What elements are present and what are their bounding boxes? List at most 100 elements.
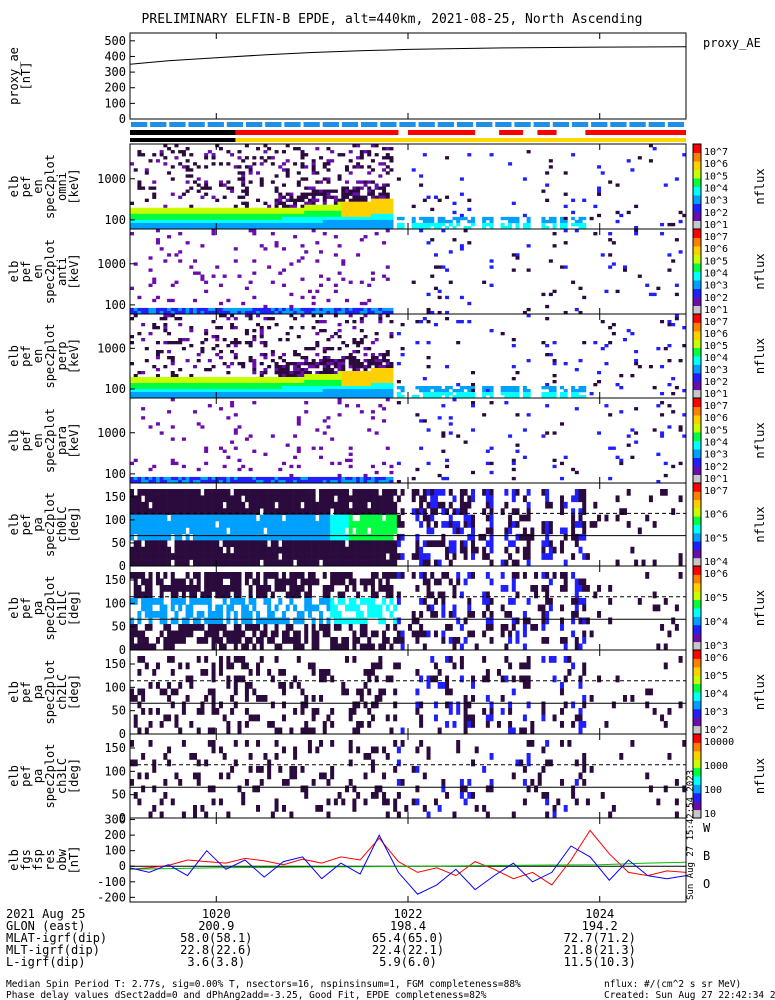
heatmap-cell	[241, 508, 246, 515]
heatmap-cell	[330, 395, 335, 398]
heatmap-cell	[319, 180, 324, 184]
heatmap-cell	[207, 404, 212, 408]
heatmap-cell	[296, 630, 301, 638]
heatmap-cell	[215, 546, 220, 554]
heatmap-cell	[374, 604, 379, 612]
heatmap-cell	[274, 219, 279, 224]
heatmap-cell	[226, 591, 231, 599]
colorbar-segment	[693, 263, 701, 272]
heatmap-cell	[189, 604, 194, 612]
heatmap-cell	[137, 527, 142, 535]
heatmap-cell	[445, 365, 450, 369]
heatmap-cell	[367, 428, 372, 432]
heatmap-cell	[222, 553, 227, 560]
heatmap-cell	[159, 533, 164, 541]
heatmap-cell	[504, 386, 509, 390]
heatmap-cell	[382, 395, 387, 398]
heatmap-cell	[285, 362, 290, 366]
heatmap-cell	[337, 204, 342, 209]
heatmap-cell	[263, 389, 268, 393]
heatmap-cell	[252, 501, 257, 509]
heatmap-cell	[137, 533, 142, 541]
heatmap-cell	[204, 377, 209, 381]
heatmap-cell	[571, 521, 576, 528]
heatmap-cell	[378, 501, 383, 509]
heatmap-cell	[307, 611, 312, 618]
heatmap-cell	[344, 371, 349, 375]
colorbar-tick-label: 10^3	[704, 365, 728, 376]
heatmap-cell	[244, 201, 249, 206]
heatmap-cell	[263, 377, 268, 381]
heatmap-cell	[385, 368, 390, 372]
heatmap-cell	[363, 527, 368, 535]
heatmap-cell	[189, 265, 194, 269]
heatmap-cell	[337, 213, 342, 218]
heatmap-cell	[437, 198, 442, 202]
heatmap-cell	[267, 219, 272, 224]
heatmap-cell	[163, 219, 168, 224]
heatmap-cell	[315, 259, 320, 263]
heatmap-cell	[337, 323, 342, 327]
heatmap-cell	[167, 147, 172, 151]
heatmap-cell	[367, 307, 372, 312]
heatmap-cell	[152, 386, 157, 390]
heatmap-cell	[267, 546, 272, 554]
heatmap-cell	[304, 310, 309, 314]
heatmap-cell	[330, 377, 335, 381]
heatmap-cell	[285, 533, 290, 541]
heatmap-cell	[300, 371, 305, 375]
heatmap-cell	[467, 389, 472, 393]
y-tick-label: 100	[104, 96, 126, 110]
heatmap-cell	[378, 192, 383, 196]
heatmap-cell	[378, 195, 383, 199]
heatmap-cell	[559, 461, 564, 466]
heatmap-cell	[304, 546, 309, 554]
heatmap-cell	[552, 219, 557, 224]
heatmap-cell	[222, 479, 227, 483]
heatmap-cell	[315, 204, 320, 209]
heatmap-cell	[296, 449, 301, 453]
heatmap-cell	[241, 527, 246, 535]
heatmap-cell	[485, 489, 490, 496]
heatmap-cell	[452, 591, 457, 599]
heatmap-cell	[259, 489, 264, 496]
heatmap-cell	[359, 219, 364, 224]
heatmap-cell	[241, 219, 246, 224]
y-tick-label: 1000	[97, 257, 126, 271]
heatmap-cell	[437, 473, 442, 478]
heatmap-cell	[526, 222, 531, 227]
heatmap-cell	[307, 585, 312, 592]
heatmap-cell	[259, 335, 264, 339]
heatmap-cell	[311, 572, 316, 579]
heatmap-cell	[367, 219, 372, 224]
series-line-proxy-ae	[130, 46, 686, 65]
heatmap-cell	[333, 207, 338, 212]
heatmap-cell	[400, 553, 405, 560]
heatmap-cell	[248, 611, 253, 618]
heatmap-cell	[348, 476, 353, 481]
heatmap-cell	[363, 225, 368, 229]
heatmap-cell	[274, 533, 279, 541]
heatmap-cell	[370, 222, 375, 227]
heatmap-cell	[167, 210, 172, 215]
heatmap-cell	[389, 222, 394, 227]
heatmap-cell	[311, 495, 316, 503]
heatmap-cell	[333, 213, 338, 218]
heatmap-cell	[193, 383, 198, 387]
heatmap-cell	[267, 553, 272, 560]
heatmap-cell	[393, 617, 398, 625]
heatmap-cell	[133, 380, 138, 384]
heatmap-cell	[152, 527, 157, 535]
heatmap-cell	[263, 521, 268, 528]
heatmap-cell	[241, 365, 246, 369]
heatmap-cell	[344, 189, 349, 193]
heatmap-cell	[374, 533, 379, 541]
heatmap-cell	[226, 489, 231, 496]
heatmap-cell	[263, 546, 268, 554]
heatmap-cell	[445, 476, 450, 481]
heatmap-cell	[296, 383, 301, 387]
heatmap-cell	[471, 219, 476, 224]
heatmap-cell	[181, 617, 186, 625]
heatmap-cell	[344, 637, 349, 644]
